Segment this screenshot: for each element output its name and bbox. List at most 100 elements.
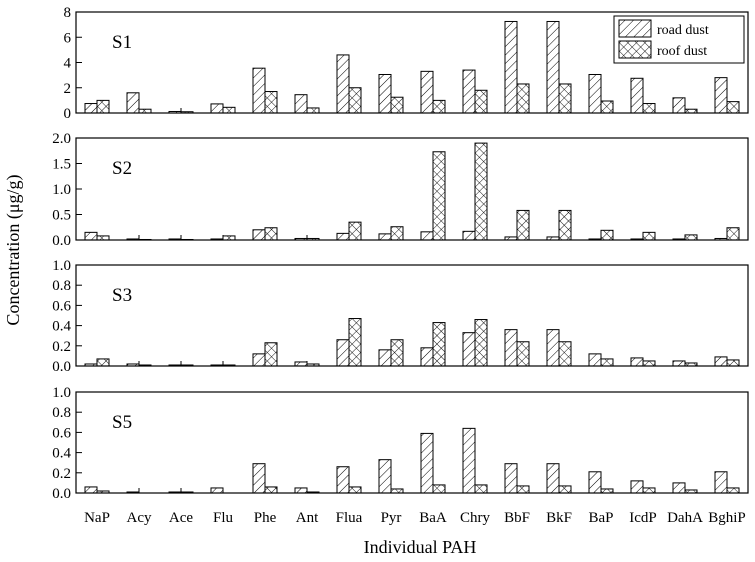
bar-s3-road-dust-bkf <box>546 329 560 367</box>
bar-s1-roof-dust-phe <box>264 91 278 114</box>
category-label-bap: BaP <box>588 510 613 526</box>
bar-s5-roof-dust-bbf <box>516 485 530 494</box>
y-tick-label: 0.0 <box>52 359 71 375</box>
bar-s2-road-dust-baa <box>420 231 434 241</box>
y-tick-label: 2.0 <box>52 131 71 147</box>
y-tick-label: 1.0 <box>52 258 71 274</box>
bar-s2-road-dust-nap <box>84 231 98 241</box>
bar-s3-road-dust-daha <box>672 360 686 367</box>
x-axis-title: Individual PAH <box>364 537 477 557</box>
bar-s5-roof-dust-bkf <box>558 485 572 494</box>
bar-s5-roof-dust-pyr <box>390 488 404 494</box>
bar-s3-roof-dust-nap <box>96 358 110 367</box>
bar-s5-road-dust-flu <box>210 487 224 494</box>
y-tick-label: 0 <box>64 106 72 122</box>
category-label-flua: Flua <box>336 510 363 526</box>
bar-s5-roof-dust-flua <box>348 486 362 494</box>
bar-s1-road-dust-acy <box>126 92 140 114</box>
bar-s5-road-dust-bap <box>588 471 602 494</box>
category-label-bghip: BghiP <box>708 510 746 526</box>
bar-s5-road-dust-daha <box>672 482 686 494</box>
bar-s2-roof-dust-nap <box>96 235 110 241</box>
y-tick-label: 1.5 <box>52 157 71 173</box>
bar-s5-road-dust-chry <box>462 427 476 494</box>
bar-s1-road-dust-flu <box>210 103 224 114</box>
bar-s2-roof-dust-bkf <box>558 209 572 241</box>
bar-s2-road-dust-pyr <box>378 233 392 241</box>
panel-s5: 0.0 0.2 0.4 0.6 0.8 1.0 S5 <box>52 385 749 502</box>
category-label-acy: Acy <box>127 510 152 526</box>
y-tick-label: 0.0 <box>52 233 71 249</box>
bar-s3-road-dust-bghip <box>714 356 728 367</box>
bar-s5-roof-dust-bap <box>600 488 614 494</box>
bar-s2-road-dust-phe <box>252 229 266 241</box>
legend-label-roof-dust: roof dust <box>657 44 707 59</box>
y-tick-label: 8 <box>64 5 72 21</box>
bar-s5-road-dust-flua <box>336 466 350 494</box>
legend-label-road-dust: road dust <box>657 23 709 38</box>
bar-s2-roof-dust-icdp <box>642 231 656 241</box>
y-tick-label: 0.4 <box>52 319 71 335</box>
bar-s1-road-dust-flua <box>336 54 350 114</box>
bar-s2-roof-dust-bghip <box>726 227 740 241</box>
bar-s1-roof-dust-ant <box>306 107 320 114</box>
bar-s1-roof-dust-bkf <box>558 83 572 114</box>
panels-layer: 0 2 4 6 8 S1 0.0 0.5 1.0 1.5 2.0 S2 0.0 0.2 0.4 0.6 0.8 1… <box>52 5 749 502</box>
bar-s2-roof-dust-phe <box>264 227 278 241</box>
y-tick-label: 0.6 <box>52 425 71 441</box>
panel-frame <box>75 264 749 367</box>
bar-s3-roof-dust-bbf <box>516 341 530 367</box>
bar-s3-roof-dust-baa <box>432 322 446 367</box>
bar-s3-road-dust-baa <box>420 347 434 367</box>
y-axis-title: Concentration (μg/g) <box>3 174 24 325</box>
bar-s1-roof-dust-pyr <box>390 96 404 114</box>
panel-label: S2 <box>112 158 132 179</box>
panel-label: S5 <box>112 412 132 433</box>
bar-s3-roof-dust-bghip <box>726 359 740 367</box>
panel-frame <box>75 391 749 494</box>
bar-s1-roof-dust-chry <box>474 89 488 114</box>
bar-s3-road-dust-icdp <box>630 357 644 367</box>
bar-s3-roof-dust-icdp <box>642 360 656 367</box>
bar-s3-road-dust-ant <box>294 361 308 367</box>
category-label-nap: NaP <box>84 510 110 526</box>
bar-s3-road-dust-bbf <box>504 329 518 367</box>
y-tick-label: 4 <box>64 56 72 72</box>
bar-s2-roof-dust-flua <box>348 221 362 241</box>
bar-s3-roof-dust-flua <box>348 318 362 367</box>
bar-s1-road-dust-bap <box>588 73 602 114</box>
category-label-baa: BaA <box>419 510 447 526</box>
category-label-daha: DahA <box>667 510 703 526</box>
bar-s2-roof-dust-flu <box>222 235 236 241</box>
bar-s2-roof-dust-bap <box>600 229 614 241</box>
bar-s1-roof-dust-flua <box>348 87 362 114</box>
bar-s1-road-dust-daha <box>672 97 686 114</box>
bar-s5-road-dust-ant <box>294 487 308 494</box>
bar-s1-roof-dust-flu <box>222 106 236 114</box>
category-label-icdp: IcdP <box>629 510 657 526</box>
category-label-bbf: BbF <box>504 510 530 526</box>
bar-s1-roof-dust-icdp <box>642 103 656 114</box>
bar-s1-road-dust-bghip <box>714 77 728 114</box>
bar-s1-road-dust-ant <box>294 94 308 114</box>
y-tick-label: 0.0 <box>52 486 71 502</box>
bar-s5-road-dust-pyr <box>378 459 392 494</box>
panel-s3: 0.0 0.2 0.4 0.6 0.8 1.0 S3 <box>52 258 749 375</box>
bar-s5-roof-dust-icdp <box>642 487 656 494</box>
bar-s3-road-dust-pyr <box>378 349 392 367</box>
panel-label: S1 <box>112 32 132 53</box>
category-label-ant: Ant <box>296 510 319 526</box>
bar-s3-roof-dust-bap <box>600 358 614 367</box>
bar-s2-roof-dust-baa <box>432 151 446 241</box>
y-tick-label: 0.2 <box>52 466 71 482</box>
y-tick-label: 1.0 <box>52 385 71 401</box>
category-label-bkf: BkF <box>546 510 572 526</box>
bar-s1-road-dust-baa <box>420 70 434 114</box>
bar-s2-road-dust-chry <box>462 230 476 241</box>
y-tick-label: 0.2 <box>52 339 71 355</box>
category-label-chry: Chry <box>460 510 491 526</box>
bar-s2-roof-dust-bbf <box>516 209 530 241</box>
bar-s1-roof-dust-bbf <box>516 83 530 114</box>
bar-s1-road-dust-bkf <box>546 20 560 114</box>
